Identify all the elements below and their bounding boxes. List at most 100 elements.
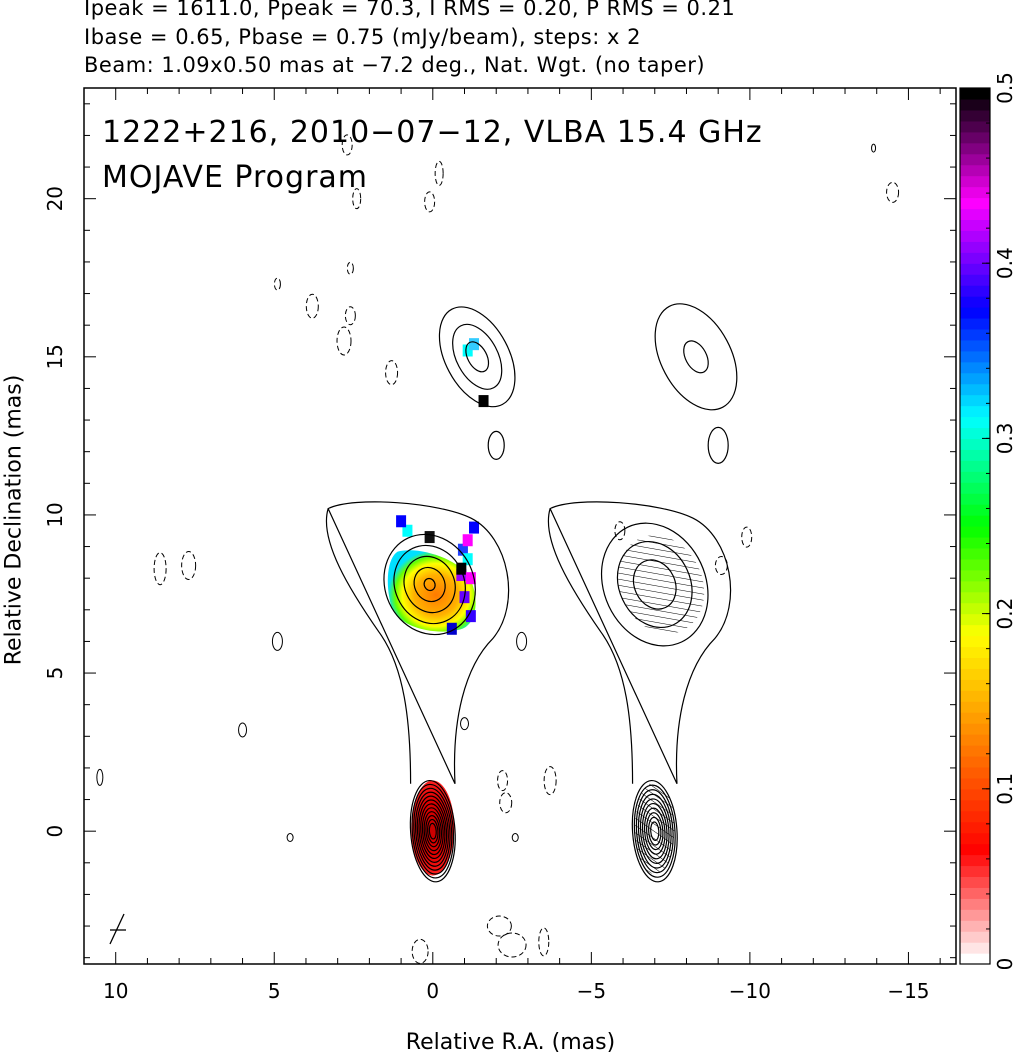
colorbar-segment [960,657,990,669]
noise-contour [511,833,519,843]
noise-contour [434,160,444,186]
y-tick-label: 15 [43,344,67,369]
noise-contour [538,927,550,957]
polarization-pixel [469,521,480,534]
colorbar-segment [960,876,990,888]
noise-contour [273,277,281,291]
jet-knot-contour [383,533,476,636]
colorbar-segment [960,668,990,680]
x-tick-label: −10 [729,979,771,1003]
colorbar-segment [960,241,990,253]
axis-tick-labels: 10 5 0 −5 −10 −15 0 5 10 15 20 [43,186,930,1003]
colorbar-segment [960,701,990,713]
polarization-pixel [469,338,480,351]
colorbar-segment [960,953,990,965]
polarization-pixel [462,553,473,566]
core-contour [423,811,443,852]
colorbar-segment [960,449,990,461]
colorbar-segment [960,865,990,877]
colorbar-segment [960,810,990,823]
polarization-pixel [402,524,413,537]
colorbar-segment [960,723,990,735]
colorbar-segment [960,142,990,155]
colorbar-tick-label: 0.5 [993,72,1017,104]
noise-contour [497,770,509,792]
polarization-pixel [396,515,407,528]
colorbar-segment [960,788,990,801]
colorbar-segment [960,252,990,264]
core-contour [418,799,448,863]
colorbar-segment [960,646,990,658]
colorbar-segment [960,427,990,439]
colorbar-segment [960,580,990,593]
colorbar: 0 0.1 0.2 0.3 0.4 0.5 [959,72,1017,970]
colorbar-tick-label: 0.3 [993,422,1017,454]
polarization-pixel [456,569,467,582]
core-contour [416,795,449,867]
right-core-contour [631,779,678,883]
colorbar-segment [960,843,990,856]
colorbar-segment [960,405,990,418]
noise-contour [96,768,104,786]
right-panel-map [547,303,738,883]
colorbar-segment [960,208,990,220]
colorbar-segment [960,515,990,527]
left-contours [383,306,516,883]
noise-contour [271,631,283,651]
colorbar-segment [960,536,990,549]
outer-knot-contour [465,341,490,373]
left-jet-envelope [326,501,510,784]
right-evpa-hatching [618,535,705,874]
colorbar-segment [960,372,990,385]
colorbar-segment [960,109,990,122]
polarization-pixel [446,622,457,635]
outer-knot-contour [487,430,505,460]
colorbar-tick-label: 0.2 [993,598,1017,630]
jet-knot-polarization-color [387,550,476,632]
colorbar-segment [960,274,990,286]
noise-contour [346,261,354,275]
jet-knot-contour [393,544,466,625]
noise-contour [486,915,512,937]
left-panel-map [96,134,900,964]
noise-contour [543,766,557,796]
colorbar-segment [960,350,990,363]
chart-title-line: 1222+216, 2010−07−12, VLBA 15.4 GHz [102,115,763,150]
right-knot-contour [600,522,709,647]
core-contour [409,779,456,883]
colorbar-segment [960,690,990,702]
colorbar-segment [960,745,990,757]
colorbar-segment [960,197,990,210]
colorbar-segment [960,777,990,790]
colorbar-segment [960,558,990,571]
colorbar-segment [960,383,990,396]
x-tick-label: 5 [268,979,281,1003]
plot-frame [83,87,957,965]
noise-contours-left [96,134,900,964]
noise-contour [238,722,248,738]
program-label: MOJAVE Program [102,160,368,195]
colorbar-segment [960,219,990,231]
colorbar-segment [960,547,990,560]
right-outer-contour [683,340,709,374]
x-tick-label: −5 [577,979,606,1003]
colorbar-segment [960,898,990,910]
noise-contour [614,521,626,541]
colorbar-segment [960,854,990,867]
knot-evpa-hatch [618,535,705,634]
core-contour [427,818,439,844]
colorbar-segment [960,942,990,954]
noise-contour [305,293,319,319]
noise-contour [886,181,900,203]
colorbar-segment [960,98,990,111]
core-contour [421,807,444,856]
colorbar-segment [960,153,990,166]
core-contour [425,814,441,848]
y-tick-label: 5 [43,667,67,680]
noise-contour [871,143,877,153]
colorbar-segment [960,712,990,724]
colorbar-segment [960,504,990,516]
colorbar-tick-label: 0.1 [993,773,1017,805]
colorbar-segment [960,766,990,779]
